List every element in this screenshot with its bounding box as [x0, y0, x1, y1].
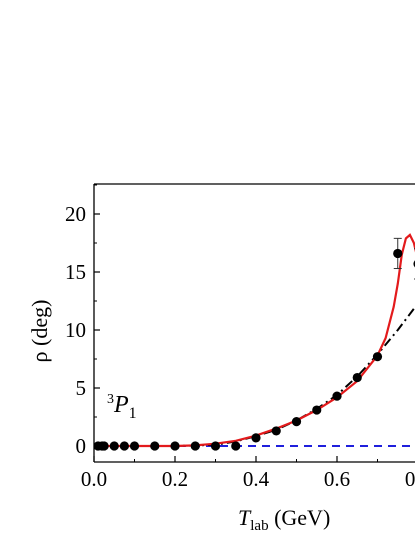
data-point — [119, 441, 129, 451]
y-tick-label: 15 — [65, 260, 86, 284]
y-axis-label: ρ (deg) — [27, 300, 52, 363]
x-tick-label: 0.2 — [162, 467, 188, 491]
data-point — [129, 441, 140, 451]
x-tick-label: 0.6 — [324, 467, 350, 491]
data-point — [291, 417, 302, 427]
data-point — [210, 441, 221, 451]
data-point — [312, 405, 322, 415]
y-tick-label: 5 — [76, 376, 87, 400]
x-axis-label: Tlab (GeV) — [238, 505, 330, 534]
x-tick-label: 0.8 — [405, 467, 415, 491]
data-point — [231, 441, 241, 451]
data-point — [251, 433, 261, 443]
y-tick-label: 20 — [65, 202, 86, 226]
data-points — [93, 237, 415, 451]
data-point — [393, 248, 403, 259]
data-point — [190, 441, 200, 451]
curve-dashdot-black — [94, 305, 415, 447]
data-point — [332, 391, 342, 401]
data-point — [109, 441, 119, 451]
partial-wave-label: 3P1 — [107, 392, 137, 422]
data-point — [352, 372, 362, 383]
data-point — [271, 426, 281, 436]
data-point — [99, 441, 109, 451]
data-point — [150, 441, 160, 451]
curves — [94, 233, 415, 448]
data-point — [372, 352, 383, 362]
axes-frame — [93, 183, 415, 463]
y-tick-label: 10 — [65, 318, 86, 342]
x-tick-label: 0.4 — [243, 467, 270, 491]
data-point — [170, 441, 180, 451]
curve-solid-red — [94, 233, 415, 448]
x-tick-label: 0.0 — [81, 467, 107, 491]
axis-ticks: 0.0 0.2 0.4 0.6 0.8 0 5 10 15 20 — [65, 184, 415, 491]
y-tick-label: 0 — [76, 434, 87, 458]
